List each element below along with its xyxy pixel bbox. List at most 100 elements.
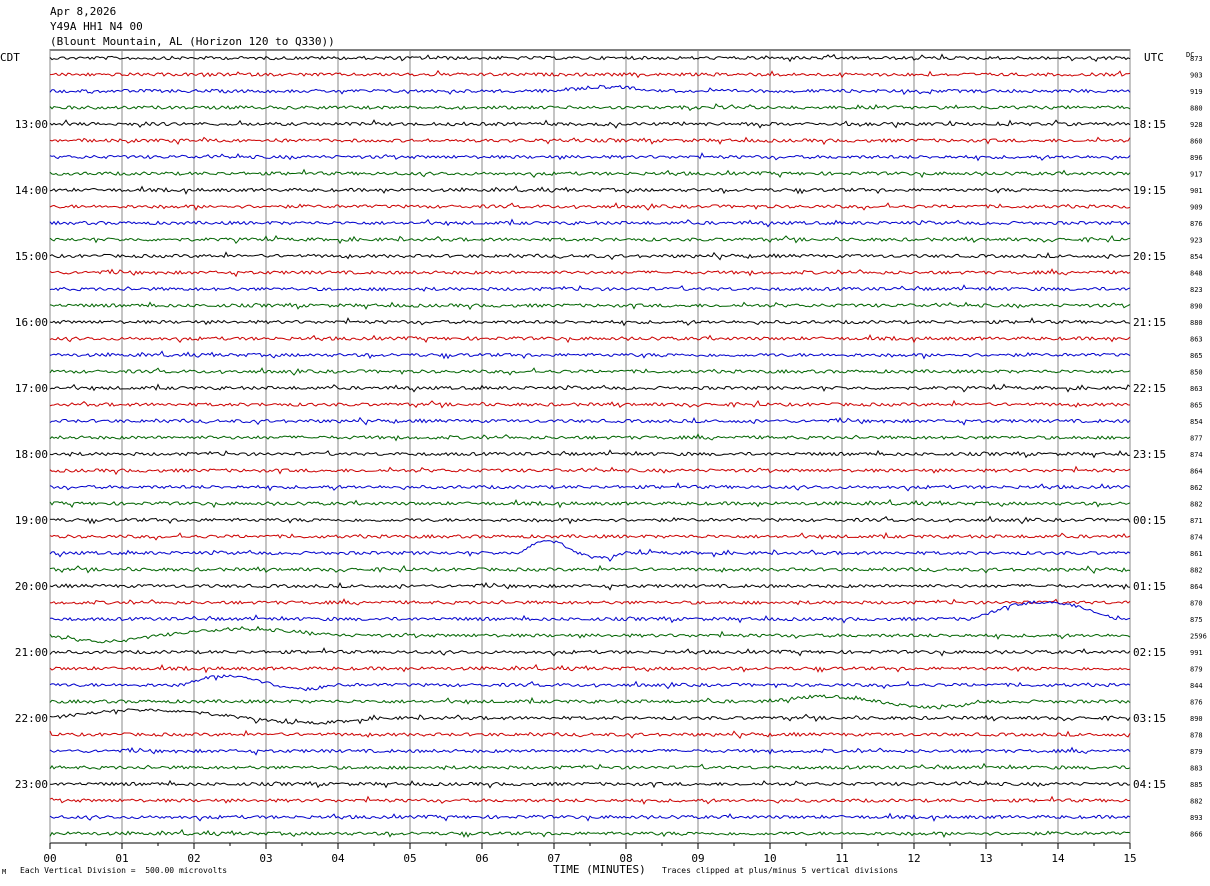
seismic-trace <box>49 119 1131 129</box>
dc-offset-label: 878 <box>1190 732 1203 740</box>
seismic-trace <box>49 136 1131 146</box>
right-time-label: 01:15 <box>1133 580 1166 593</box>
dc-offset-label: 896 <box>1190 154 1203 162</box>
dc-offset-label: 882 <box>1190 567 1203 575</box>
dc-offset-label: 862 <box>1190 484 1203 492</box>
left-zone-label: CDT <box>0 51 20 64</box>
seismic-trace <box>49 433 1131 442</box>
seismic-trace <box>49 515 1131 525</box>
seismic-trace <box>49 449 1131 459</box>
seismic-trace <box>49 103 1131 112</box>
x-tick-label: 09 <box>691 852 704 865</box>
dc-offset-label: 873 <box>1190 55 1203 63</box>
dc-offset-label: 909 <box>1190 204 1203 212</box>
seismic-trace <box>49 598 1131 606</box>
left-time-label: 16:00 <box>15 316 48 329</box>
dc-offset-label: 879 <box>1190 748 1203 756</box>
seismic-trace <box>49 729 1131 740</box>
left-time-label: 22:00 <box>15 712 48 725</box>
plot-frame <box>49 49 1131 844</box>
dc-offset-label: 854 <box>1190 253 1203 261</box>
dc-offset-label: 860 <box>1190 138 1203 146</box>
left-time-label: 18:00 <box>15 448 48 461</box>
right-time-label: 21:15 <box>1133 316 1166 329</box>
x-tick-label: 08 <box>619 852 632 865</box>
dc-offset-label: 901 <box>1190 187 1203 195</box>
dc-offset-label: 890 <box>1190 303 1203 311</box>
dc-offset-label: 863 <box>1190 336 1203 344</box>
dc-offset-label: 875 <box>1190 616 1203 624</box>
dc-label: DC <box>1186 51 1194 59</box>
left-time-label: 13:00 <box>15 118 48 131</box>
dc-offset-label: 876 <box>1190 699 1203 707</box>
left-time-label: 15:00 <box>15 250 48 263</box>
dc-offset-label: 864 <box>1190 583 1203 591</box>
dc-offset-label: 870 <box>1190 600 1203 608</box>
seismic-trace <box>49 600 1131 624</box>
dc-offset-label: 880 <box>1190 319 1203 327</box>
dc-offset-label: 883 <box>1190 765 1203 773</box>
left-time-label: 23:00 <box>15 778 48 791</box>
seismic-trace <box>49 268 1131 278</box>
dc-offset-label: 880 <box>1190 105 1203 113</box>
seismic-trace <box>49 795 1131 805</box>
dc-offset-label: 882 <box>1190 798 1203 806</box>
dc-offset-label: 917 <box>1190 171 1203 179</box>
left-time-label: 19:00 <box>15 514 48 527</box>
scale-note: Each Vertical Division = 500.00 microvol… <box>20 866 228 875</box>
seismic-trace <box>49 482 1131 492</box>
dc-offset-label: 2596 <box>1190 633 1207 641</box>
left-time-label: 21:00 <box>15 646 48 659</box>
dc-offset-label: 863 <box>1190 385 1203 393</box>
seismic-trace <box>49 416 1131 426</box>
seismic-trace <box>49 168 1131 179</box>
dc-offset-label: 864 <box>1190 468 1203 476</box>
seismic-trace <box>49 828 1131 838</box>
seismic-trace <box>49 218 1131 228</box>
dc-offset-label: 866 <box>1190 831 1203 839</box>
seismic-trace <box>49 350 1131 360</box>
x-tick-label: 07 <box>547 852 560 865</box>
x-tick-label: 06 <box>475 852 488 865</box>
right-time-label: 20:15 <box>1133 250 1166 263</box>
seismic-trace <box>49 694 1131 710</box>
seismic-trace <box>49 185 1131 195</box>
x-tick-label: 01 <box>115 852 128 865</box>
seismic-trace <box>49 663 1131 674</box>
x-tick-label: 15 <box>1123 852 1136 865</box>
dc-offset-label: 865 <box>1190 352 1203 360</box>
dc-offset-label: 928 <box>1190 121 1203 129</box>
dc-offset-label: 919 <box>1190 88 1203 96</box>
dc-offset-label: 848 <box>1190 270 1203 278</box>
dc-offset-label: 854 <box>1190 418 1203 426</box>
right-zone-label: UTC <box>1144 51 1164 64</box>
seismic-trace <box>49 746 1131 756</box>
dc-offset-label: 861 <box>1190 550 1203 558</box>
seismic-trace <box>49 317 1131 327</box>
right-time-label: 23:15 <box>1133 448 1166 461</box>
x-tick-label: 03 <box>259 852 272 865</box>
dc-offset-label: 893 <box>1190 814 1203 822</box>
seismic-trace <box>49 762 1131 771</box>
dc-offset-label: 991 <box>1190 649 1203 657</box>
x-tick-label: 04 <box>331 852 345 865</box>
dc-offset-label: 903 <box>1190 72 1203 80</box>
x-tick-label: 02 <box>187 852 200 865</box>
seismic-trace <box>49 647 1131 657</box>
right-time-label: 03:15 <box>1133 712 1166 725</box>
seismic-trace <box>49 284 1131 292</box>
plot-date: Apr 8,2026 <box>50 5 117 18</box>
right-time-label: 19:15 <box>1133 184 1166 197</box>
seismic-trace <box>49 531 1131 541</box>
dc-offset-label: 844 <box>1190 682 1203 690</box>
seismic-trace <box>49 69 1131 79</box>
right-time-label: 18:15 <box>1133 118 1166 131</box>
right-time-label: 02:15 <box>1133 646 1166 659</box>
right-time-label: 04:15 <box>1133 778 1166 791</box>
x-tick-label: 13 <box>979 852 992 865</box>
dc-offset-label: 823 <box>1190 286 1203 294</box>
dc-offset-label: 865 <box>1190 402 1203 410</box>
seismic-trace <box>49 383 1131 393</box>
station-channel: Y49A HH1 N4 00 <box>50 20 143 33</box>
corner-mark: M <box>2 868 7 876</box>
